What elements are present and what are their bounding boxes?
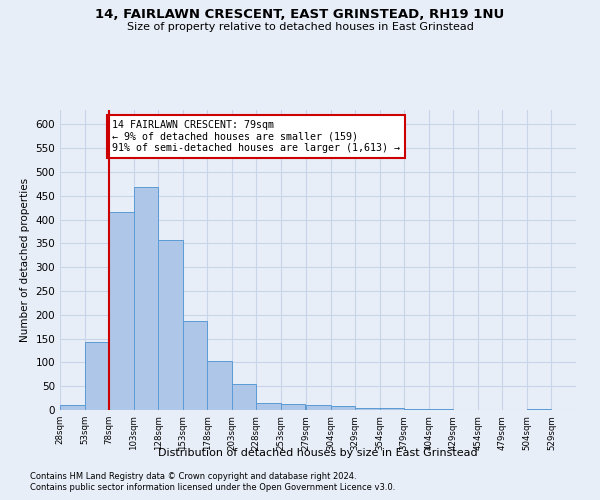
Bar: [134, 187, 158, 410]
Bar: [331, 406, 355, 410]
Bar: [85, 342, 109, 410]
Bar: [158, 240, 182, 410]
Text: Size of property relative to detached houses in East Grinstead: Size of property relative to detached ho…: [127, 22, 473, 32]
Text: Contains HM Land Registry data © Crown copyright and database right 2024.: Contains HM Land Registry data © Crown c…: [30, 472, 356, 481]
Text: Contains public sector information licensed under the Open Government Licence v3: Contains public sector information licen…: [30, 484, 395, 492]
Bar: [109, 212, 134, 410]
Bar: [306, 405, 331, 410]
Bar: [256, 403, 281, 410]
Bar: [404, 408, 429, 410]
Bar: [281, 404, 305, 410]
Y-axis label: Number of detached properties: Number of detached properties: [20, 178, 30, 342]
Text: 14 FAIRLAWN CRESCENT: 79sqm
← 9% of detached houses are smaller (159)
91% of sem: 14 FAIRLAWN CRESCENT: 79sqm ← 9% of deta…: [112, 120, 400, 152]
Bar: [429, 409, 454, 410]
Bar: [182, 322, 207, 410]
Bar: [355, 408, 380, 410]
Bar: [60, 405, 85, 410]
Bar: [207, 361, 232, 410]
Bar: [527, 408, 551, 410]
Text: Distribution of detached houses by size in East Grinstead: Distribution of detached houses by size …: [158, 448, 478, 458]
Bar: [380, 408, 404, 410]
Bar: [232, 384, 256, 410]
Text: 14, FAIRLAWN CRESCENT, EAST GRINSTEAD, RH19 1NU: 14, FAIRLAWN CRESCENT, EAST GRINSTEAD, R…: [95, 8, 505, 20]
